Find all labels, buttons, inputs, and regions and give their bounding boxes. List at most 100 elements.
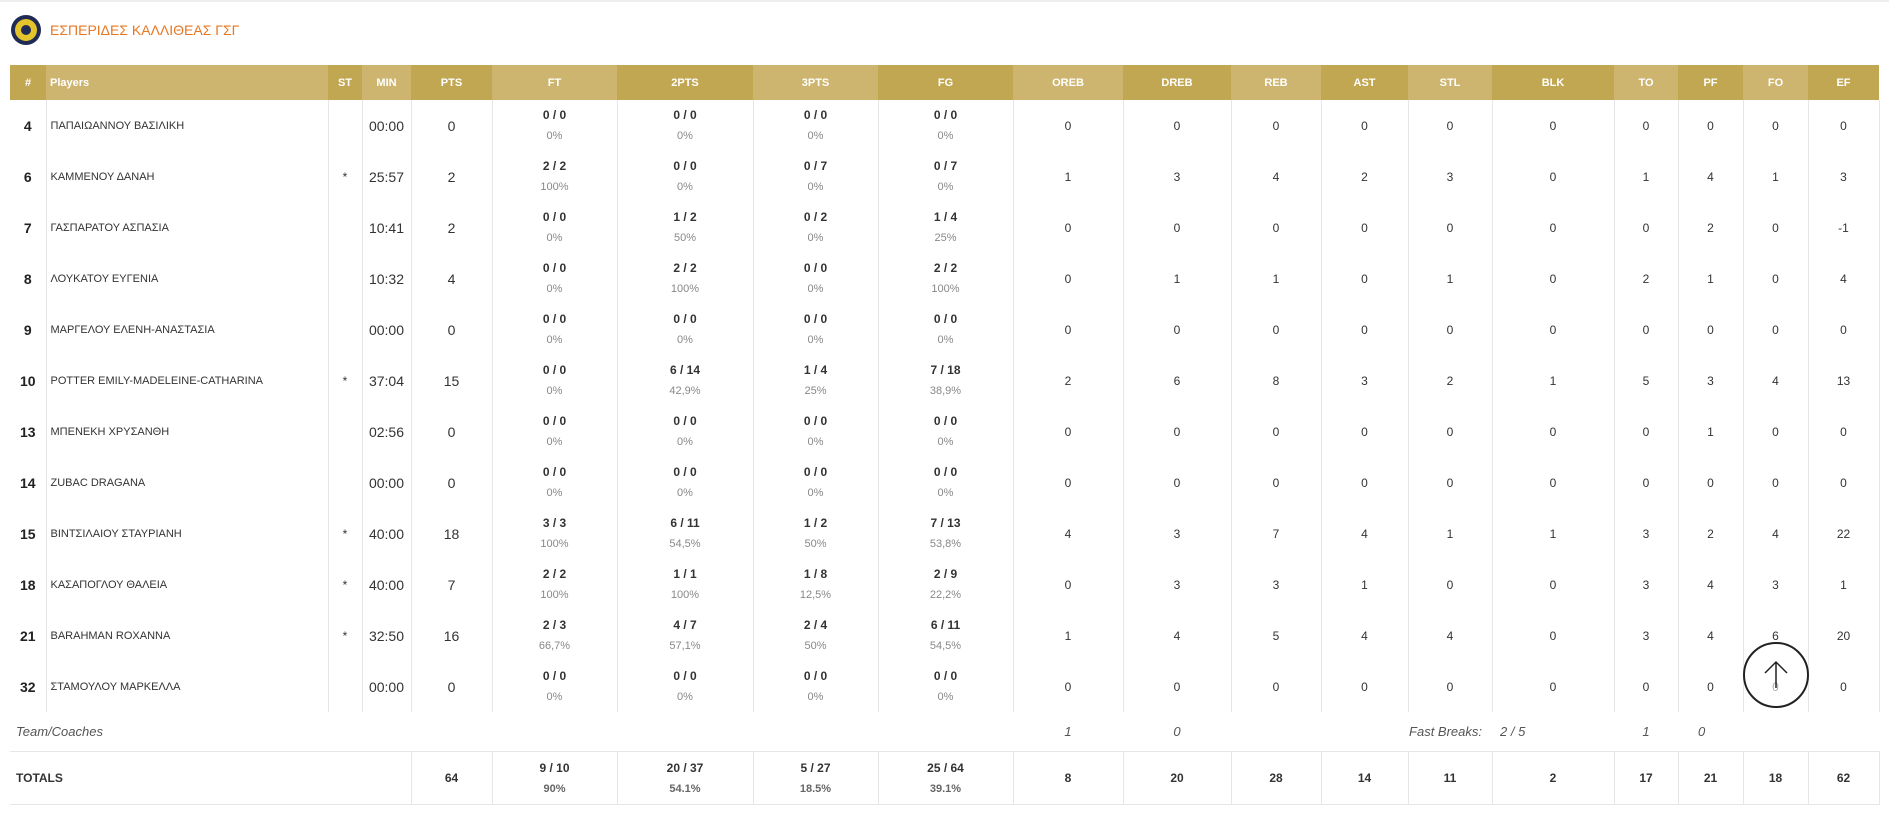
cell: 3 — [1678, 355, 1744, 406]
percentage: 0% — [937, 334, 954, 346]
cell: 2 — [1013, 355, 1124, 406]
percentage: 38,9% — [929, 385, 962, 397]
cell: 6 / 14 42,9% — [617, 355, 754, 406]
column-header: OREB — [1013, 65, 1123, 100]
made-attempted: 0 / 0 — [542, 465, 567, 479]
percentage: 50% — [804, 640, 827, 652]
percentage: 54.1% — [669, 782, 701, 795]
cell: 0 — [1614, 202, 1679, 253]
percentage: 12,5% — [799, 589, 832, 601]
made-attempted: 0 / 0 — [933, 414, 958, 428]
cell: 2 / 9 22,2% — [878, 559, 1014, 610]
cell: 0 — [1321, 406, 1409, 457]
cell: 40:00 — [362, 508, 412, 559]
cell: 00:00 — [362, 661, 412, 712]
cell: 18 — [411, 508, 493, 559]
cell: 0 — [1614, 304, 1679, 355]
cell: 16 — [411, 610, 493, 661]
cell: 2 — [1408, 355, 1493, 406]
made-attempted: 6 / 11 — [930, 618, 961, 632]
cell: 0 — [1231, 304, 1322, 355]
cell: 0 — [1321, 100, 1409, 151]
cell: 0 / 0 0% — [617, 304, 754, 355]
percentage: 0% — [677, 436, 693, 448]
percentage: 50% — [804, 538, 827, 550]
cell: 1 / 8 12,5% — [753, 559, 879, 610]
cell — [328, 457, 363, 508]
cell: 0 — [1321, 304, 1409, 355]
percentage: 0% — [807, 130, 824, 142]
cell: 0 / 0 0% — [878, 457, 1014, 508]
cell: 1 — [1013, 610, 1124, 661]
cell: 0 / 0 0% — [492, 304, 618, 355]
percentage: 53,8% — [929, 538, 962, 550]
team-row: Team/Coaches 1 0 Fast Breaks: 2 / 5 1 0 — [10, 712, 1879, 752]
cell: 21 — [1678, 751, 1744, 805]
cell: 0 — [1013, 253, 1124, 304]
column-header: Players — [46, 65, 328, 100]
cell: 8 — [1013, 751, 1124, 805]
cell: 0 / 0 0% — [617, 457, 754, 508]
made-attempted: 0 / 2 — [803, 210, 828, 224]
cell: 7 / 18 38,9% — [878, 355, 1014, 406]
cell: 0 — [1743, 202, 1809, 253]
cell: 14 — [10, 457, 47, 508]
cell: 0 — [411, 304, 493, 355]
made-attempted: 0 / 0 — [803, 669, 828, 683]
cell — [328, 304, 363, 355]
cell: 0 — [1123, 457, 1232, 508]
cell: 0 / 0 0% — [753, 253, 879, 304]
percentage: 100% — [670, 589, 700, 601]
cell: 0 — [1492, 253, 1615, 304]
cell: 0 / 0 0% — [617, 406, 754, 457]
cell: 2 / 2 100% — [878, 253, 1014, 304]
cell: 32 — [10, 661, 47, 712]
cell: 0 — [1678, 100, 1744, 151]
fast-breaks-label: Fast Breaks: — [1409, 724, 1482, 739]
percentage: 100% — [540, 538, 569, 550]
cell: 0 — [1231, 661, 1322, 712]
cell: 0 — [1013, 202, 1124, 253]
cell: 13 — [1808, 355, 1880, 406]
cell: 0 / 0 0% — [753, 457, 879, 508]
percentage: 0% — [937, 436, 954, 448]
cell: 02:56 — [362, 406, 412, 457]
cell: 3 — [1123, 508, 1232, 559]
percentage: 0% — [937, 487, 954, 499]
cell: 5 — [1614, 355, 1679, 406]
cell: ΚΑΣΑΠΟΓΛΟΥ ΘΑΛΕΙΑ — [45, 559, 329, 610]
cell: 0 — [1408, 559, 1493, 610]
cell: 0 — [1492, 406, 1615, 457]
cell: 20 — [1808, 610, 1880, 661]
cell: 9 / 10 90% — [492, 751, 618, 805]
column-header: MIN — [362, 65, 411, 100]
cell: 25 / 64 39.1% — [878, 751, 1014, 805]
cell — [328, 100, 363, 151]
cell: 0 — [1743, 253, 1809, 304]
team-name[interactable]: ΕΣΠΕΡΙΔΕΣ ΚΑΛΛΙΘΕΑΣ ΓΣΓ — [50, 22, 240, 38]
scroll-top-button[interactable] — [1743, 642, 1809, 708]
cell: 2 / 4 50% — [753, 610, 879, 661]
made-attempted: 3 / 3 — [542, 516, 567, 530]
cell: 2 / 2 100% — [492, 151, 618, 202]
player-row: 8 ΛΟΥΚΑΤΟΥ ΕΥΓΕΝΙΑ 10:32 4 0 / 0 0% 2 / 2 100% 0… — [10, 253, 1880, 304]
cell: 4 — [1321, 508, 1409, 559]
column-header: EF — [1808, 65, 1879, 100]
cell: 2 / 2 100% — [492, 559, 618, 610]
cell: 0 — [1678, 304, 1744, 355]
made-attempted: 1 / 2 — [803, 516, 828, 530]
cell: 0 — [1013, 559, 1124, 610]
cell: 4 — [1231, 151, 1322, 202]
cell: 0 — [411, 406, 493, 457]
cell: 0 — [1013, 661, 1124, 712]
cell: 0 / 0 0% — [753, 661, 879, 712]
cell: ΓΑΣΠΑΡΑΤΟΥ ΑΣΠΑΣΙΑ — [45, 202, 329, 253]
percentage: 100% — [670, 283, 700, 295]
made-attempted: 2 / 2 — [933, 261, 958, 275]
cell: 6 / 11 54,5% — [878, 610, 1014, 661]
cell: ΠΑΠΑΙΩΑΝΝΟΥ ΒΑΣΙΛΙΚΗ — [45, 100, 329, 151]
made-attempted: 0 / 0 — [542, 261, 567, 275]
cell: * — [328, 559, 363, 610]
column-header: FG — [878, 65, 1013, 100]
cell: 0 — [1614, 457, 1679, 508]
